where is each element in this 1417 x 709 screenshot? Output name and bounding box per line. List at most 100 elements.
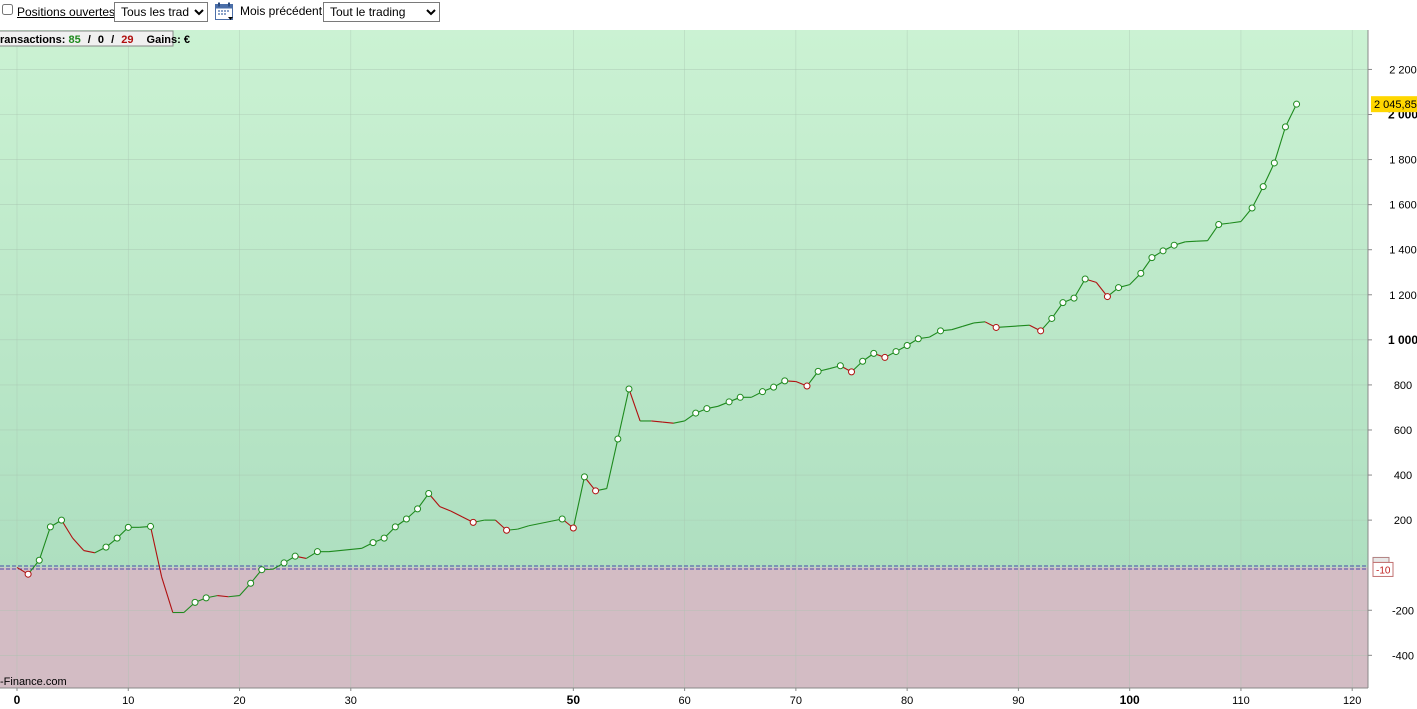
x-tick-label: 70 (790, 695, 802, 707)
equity-segment (38, 526, 51, 561)
trade-marker (1270, 159, 1278, 167)
trade-marker (592, 487, 600, 495)
separator-1: / (88, 34, 91, 46)
equity-segment (439, 506, 452, 512)
trade-marker (992, 323, 1000, 331)
trade-marker (425, 490, 433, 498)
y-tick-label: -400 (1392, 650, 1414, 662)
trade-marker (1103, 293, 1111, 301)
x-tick-label: 120 (1343, 695, 1361, 707)
info-box: ransactions: 85 / 0 / 29 Gains: € (0, 30, 190, 47)
x-tick-label: 50 (567, 693, 581, 707)
trade-marker (124, 523, 132, 531)
trade-marker (758, 388, 766, 396)
trade-marker (1159, 247, 1167, 255)
equity-segment (228, 595, 240, 598)
y-tick-label: 1 600 (1389, 200, 1417, 212)
equity-segment (72, 537, 85, 551)
equity-segment (628, 388, 641, 422)
equity-segment (1251, 186, 1264, 209)
trade-marker (1048, 314, 1056, 322)
trade-marker (46, 523, 54, 531)
equity-segment (1273, 126, 1286, 164)
trade-marker (503, 526, 511, 534)
trade-marker (414, 505, 422, 513)
equity-segment (528, 522, 541, 527)
trade-marker (725, 398, 733, 406)
trade-marker (1115, 284, 1123, 292)
trade-marker (1137, 269, 1145, 277)
x-tick-label: 80 (901, 695, 913, 707)
trades-filter-select[interactable]: Tous les trades (114, 2, 208, 22)
trade-marker (692, 409, 700, 417)
trade-marker (558, 515, 566, 523)
trading-period-select[interactable]: Tout le trading (323, 2, 440, 22)
equity-segment (517, 525, 529, 530)
y-tick-label: 1 200 (1389, 290, 1417, 302)
y-tick-label: 800 (1394, 380, 1412, 392)
trade-marker (1248, 204, 1256, 212)
y-tick-label: 400 (1394, 470, 1412, 482)
neutral-count: 0 (98, 34, 104, 46)
trade-marker (191, 598, 199, 606)
positions-ouvertes-label[interactable]: Positions ouvertes (17, 5, 116, 19)
x-tick-label: 0 (14, 693, 21, 707)
equity-segment (606, 438, 619, 489)
trade-marker (803, 382, 811, 390)
x-tick-label: 60 (678, 695, 690, 707)
trade-marker (58, 516, 66, 524)
trade-marker (580, 473, 588, 481)
trade-marker (1059, 299, 1067, 307)
equity-segment (1073, 278, 1086, 299)
trade-marker (848, 368, 856, 376)
trade-marker (859, 357, 867, 365)
y-tick-label: -200 (1392, 605, 1414, 617)
svg-text:ransactions: 85 /: ransactions: 85 / 0 / 29 Gains: € (0, 34, 190, 46)
trade-marker (113, 534, 121, 542)
trade-marker (1293, 100, 1301, 108)
equity-segment (450, 510, 463, 518)
y-tick-label: 600 (1394, 425, 1412, 437)
y-tick-label: 200 (1394, 515, 1412, 527)
equity-segment (662, 421, 674, 424)
trade-marker (937, 327, 945, 335)
trade-marker (1081, 275, 1089, 283)
y-tick-label: 2 200 (1389, 64, 1417, 76)
toolbar: Positions ouvertes Tous les trades Mois … (0, 0, 1417, 28)
losses-count: 29 (121, 34, 133, 46)
equity-segment (61, 519, 74, 539)
y-tick-label: 1 400 (1389, 245, 1417, 257)
y-tick-label: 1 800 (1389, 155, 1417, 167)
positions-ouvertes-checkbox[interactable] (2, 4, 13, 15)
trade-marker (1215, 220, 1223, 228)
trade-marker (102, 543, 110, 551)
x-tick-label: 90 (1012, 695, 1024, 707)
trade-marker (1170, 241, 1178, 249)
transactions-label: ransactions: (0, 34, 65, 46)
trade-marker (369, 539, 377, 547)
equity-segment (328, 547, 362, 553)
equity-segment (217, 595, 229, 598)
trade-marker (247, 579, 255, 587)
equity-segment (673, 420, 685, 424)
last-value-badge: 2 045,85 (1371, 96, 1417, 113)
trade-marker (836, 362, 844, 370)
previous-month-label[interactable]: Mois précédent (240, 4, 323, 18)
trade-marker (1259, 183, 1267, 191)
equity-segment (651, 420, 663, 423)
separator-2: / (111, 34, 114, 46)
trade-marker (313, 548, 321, 556)
x-axis: 0 10 20 30 50 60 70 80 90 100 110 120 (0, 687, 1368, 707)
negative-zone (0, 567, 1368, 688)
positive-zone (0, 30, 1368, 568)
calendar-icon[interactable] (215, 2, 234, 21)
trade-marker (625, 385, 633, 393)
equity-segment (1185, 240, 1197, 243)
watermark: -Finance.com (0, 676, 67, 688)
trade-marker (781, 377, 789, 385)
trade-marker (614, 435, 622, 443)
trade-marker (258, 566, 266, 574)
trade-marker (1281, 123, 1289, 131)
